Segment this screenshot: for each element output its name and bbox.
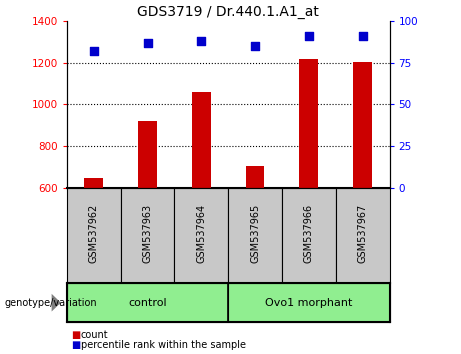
- Text: control: control: [128, 298, 167, 308]
- Bar: [246, 166, 265, 188]
- Bar: [228, 188, 282, 283]
- Bar: [67, 188, 121, 283]
- Text: GSM537965: GSM537965: [250, 204, 260, 263]
- Point: [251, 44, 259, 49]
- Point: [198, 38, 205, 44]
- Text: percentile rank within the sample: percentile rank within the sample: [81, 340, 246, 350]
- Bar: [192, 92, 211, 188]
- Point: [305, 33, 313, 39]
- Bar: [174, 188, 228, 283]
- Bar: [353, 62, 372, 188]
- Text: ■: ■: [71, 330, 81, 339]
- Text: GSM537962: GSM537962: [89, 204, 99, 263]
- Text: genotype/variation: genotype/variation: [5, 298, 97, 308]
- Point: [90, 48, 97, 54]
- Text: GSM537964: GSM537964: [196, 204, 207, 263]
- Bar: [300, 59, 318, 188]
- Text: ■: ■: [71, 340, 81, 350]
- Bar: [228, 283, 390, 322]
- Point: [144, 40, 151, 46]
- Bar: [282, 188, 336, 283]
- Bar: [84, 178, 103, 188]
- Text: Ovo1 morphant: Ovo1 morphant: [265, 298, 353, 308]
- Text: GSM537963: GSM537963: [142, 204, 153, 263]
- Title: GDS3719 / Dr.440.1.A1_at: GDS3719 / Dr.440.1.A1_at: [137, 5, 319, 19]
- Point: [359, 33, 366, 39]
- Text: GSM537966: GSM537966: [304, 204, 314, 263]
- Bar: [67, 283, 228, 322]
- Bar: [121, 188, 174, 283]
- Text: count: count: [81, 330, 108, 339]
- Bar: [336, 188, 390, 283]
- Polygon shape: [52, 294, 61, 312]
- Bar: [138, 121, 157, 188]
- Text: GSM537967: GSM537967: [358, 204, 368, 263]
